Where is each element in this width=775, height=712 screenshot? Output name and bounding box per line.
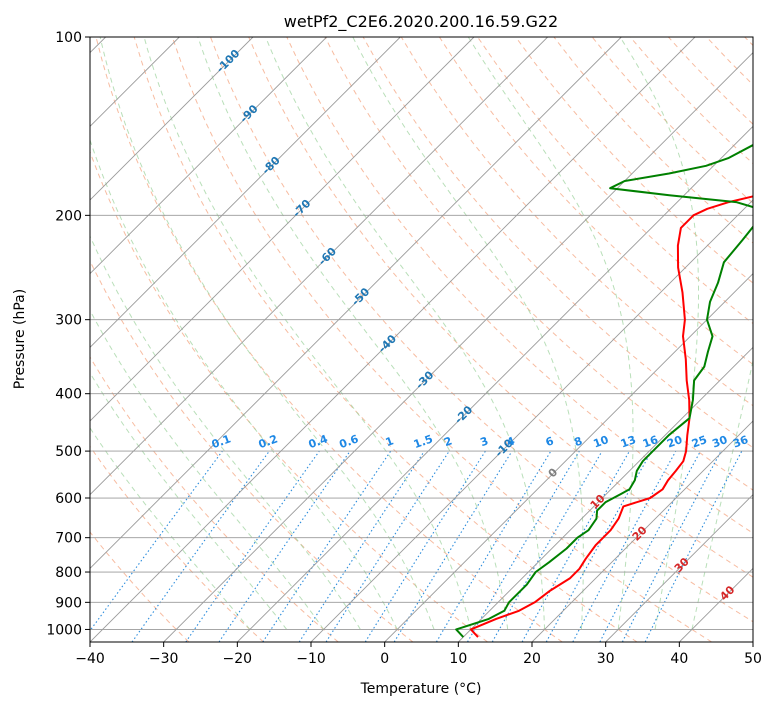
x-axis-label: Temperature (°C) [360, 681, 482, 697]
y-tick-label: 1000 [46, 622, 82, 638]
y-tick-label: 900 [55, 595, 82, 611]
y-tick-label: 800 [55, 565, 82, 581]
y-tick-label: 400 [55, 387, 82, 403]
x-tick-label: −40 [75, 651, 105, 667]
x-tick-label: 10 [449, 651, 467, 667]
x-tick-label: 20 [523, 651, 541, 667]
x-tick-label: −10 [296, 651, 326, 667]
x-tick-label: 30 [597, 651, 615, 667]
x-tick-label: −30 [149, 651, 179, 667]
y-tick-label: 100 [55, 30, 82, 46]
x-tick-label: 40 [670, 651, 688, 667]
chart-title: wetPf2_C2E6.2020.200.16.59.G22 [284, 12, 558, 32]
x-tick-label: 0 [380, 651, 389, 667]
y-tick-label: 500 [55, 444, 82, 460]
x-tick-label: −20 [223, 651, 253, 667]
y-axis-label: Pressure (hPa) [12, 289, 28, 389]
y-tick-label: 200 [55, 208, 82, 224]
y-tick-label: 600 [55, 491, 82, 507]
x-tick-label: 50 [744, 651, 762, 667]
y-tick-label: 700 [55, 531, 82, 547]
y-tick-label: 300 [55, 313, 82, 329]
